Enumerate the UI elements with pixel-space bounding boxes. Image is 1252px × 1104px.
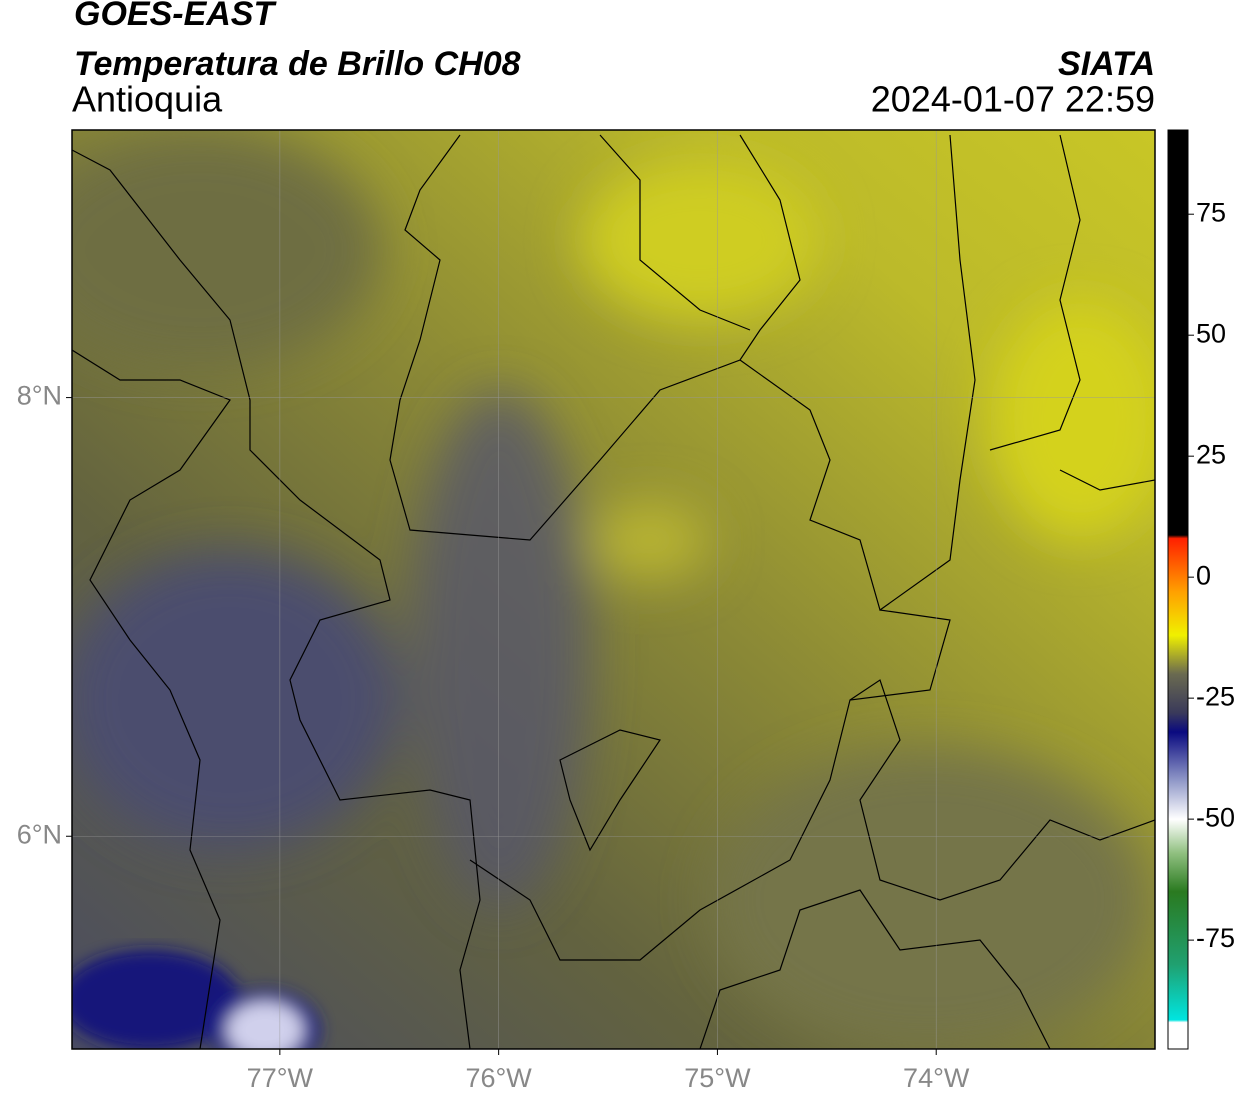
subtitle: Temperatura de Brillo CH08 [74,45,521,83]
x-tick-label: 75°W [684,1063,751,1093]
colorbar-tick-label: -50 [1196,802,1235,832]
map-image [72,130,1155,1049]
source: SIATA [1058,45,1155,83]
colorbar-tick-label: 0 [1196,560,1211,590]
colorbar-tick-label: 75 [1196,197,1226,227]
y-tick-label: 6°N [17,819,62,849]
x-tick-label: 74°W [903,1063,970,1093]
colorbar-tick-label: 50 [1196,318,1226,348]
x-tick-label: 77°W [247,1063,314,1093]
colorbar-tick-label: -25 [1196,681,1235,711]
datetime: 2024-01-07 22:59 [871,79,1155,120]
x-tick-label: 76°W [465,1063,532,1093]
region: Antioquia [72,79,223,120]
colorbar [1167,129,1189,1050]
map-frame [71,129,1156,1050]
colorbar-tick-label: -75 [1196,923,1235,953]
y-tick-label: 8°N [17,381,62,411]
colorbar-tick-label: 25 [1196,439,1226,469]
title: GOES-EAST [74,0,277,33]
